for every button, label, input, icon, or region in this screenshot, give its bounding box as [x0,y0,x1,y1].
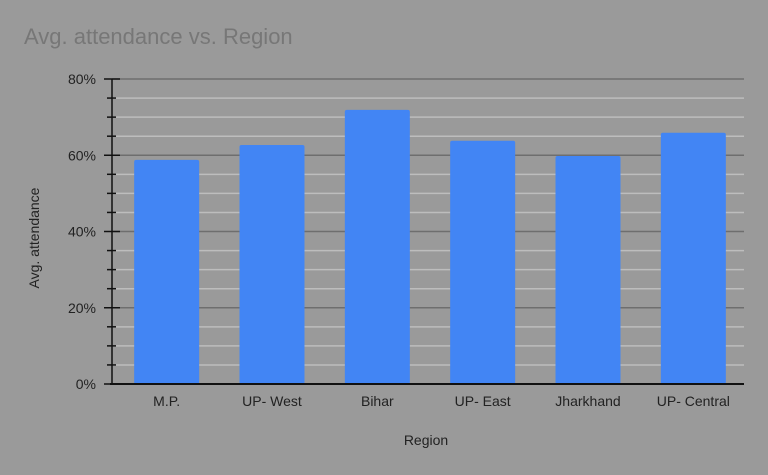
bar-m-p- [134,159,200,384]
bar-bihar [344,109,410,384]
bar-up-central [660,132,726,384]
bar-up-east [450,140,516,384]
chart-title: Avg. attendance vs. Region [24,24,293,49]
x-tick-label: Jharkhand [555,393,620,409]
y-axis-label: Avg. attendance [26,187,42,289]
x-tick-label: Bihar [361,393,394,409]
x-tick-label: UP- East [455,393,511,409]
y-tick-label: 20% [68,300,96,316]
x-tick-label: UP- Central [657,393,730,409]
x-tick-label: M.P. [153,393,180,409]
x-axis-label: Region [403,432,449,448]
y-tick-label: 40% [68,224,96,240]
bar-jharkhand [555,156,621,384]
y-tick-label: 0% [76,376,96,392]
x-tick-label: UP- West [242,393,302,409]
bar-up-west [239,144,305,384]
y-tick-label: 80% [68,71,96,87]
y-tick-label: 60% [68,147,96,163]
